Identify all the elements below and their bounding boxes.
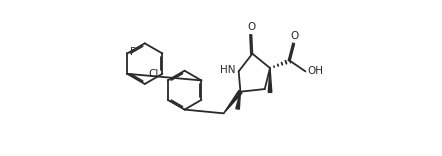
Text: O: O — [248, 22, 255, 32]
Text: F: F — [130, 47, 136, 57]
Text: OH: OH — [307, 66, 323, 76]
Text: O: O — [291, 31, 299, 41]
Text: Cl: Cl — [148, 69, 158, 79]
Polygon shape — [236, 92, 240, 109]
Polygon shape — [268, 68, 272, 92]
Text: HN: HN — [220, 65, 235, 75]
Polygon shape — [224, 90, 242, 113]
